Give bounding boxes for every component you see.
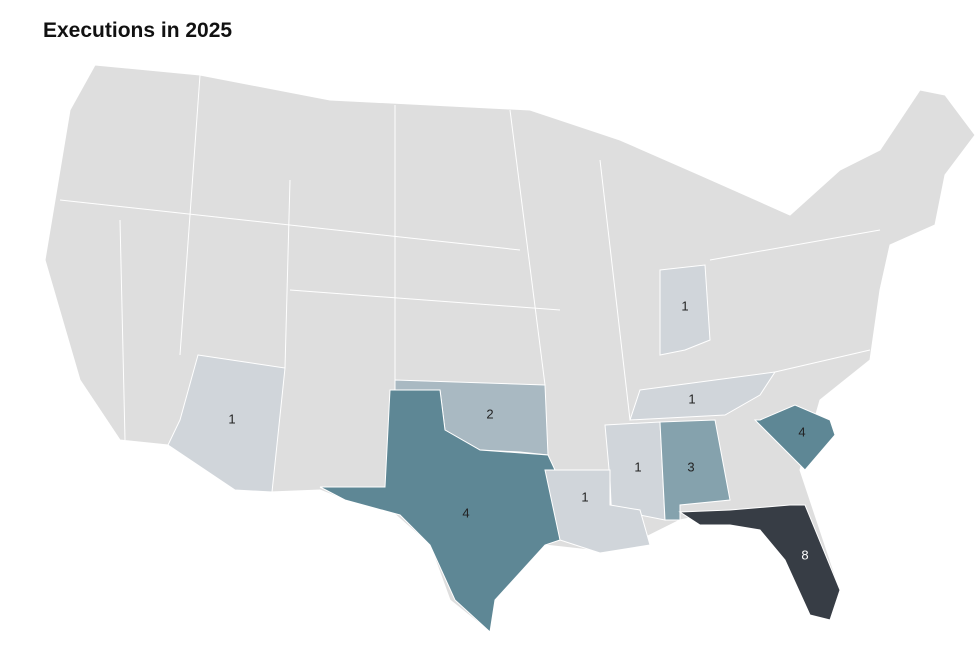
state-value-label: 4 <box>798 424 805 439</box>
state <box>319 389 561 633</box>
state-value-label: 1 <box>228 411 235 426</box>
state <box>659 419 731 521</box>
state-borders <box>59 74 881 441</box>
state <box>629 371 777 421</box>
state <box>544 469 651 554</box>
state-value-label: 8 <box>801 547 808 562</box>
state <box>678 504 841 621</box>
state-value-label: 3 <box>687 459 694 474</box>
state <box>167 354 286 493</box>
map-title: Executions in 2025 <box>43 19 232 42</box>
state-value-label: 1 <box>634 459 641 474</box>
state-value-label: 4 <box>462 505 469 520</box>
state-value-label: 1 <box>681 298 688 313</box>
state <box>659 264 711 356</box>
state-value-label: 2 <box>486 406 493 421</box>
state-value-label: 1 <box>581 489 588 504</box>
state <box>753 404 836 471</box>
state-value-label: 1 <box>688 391 695 406</box>
